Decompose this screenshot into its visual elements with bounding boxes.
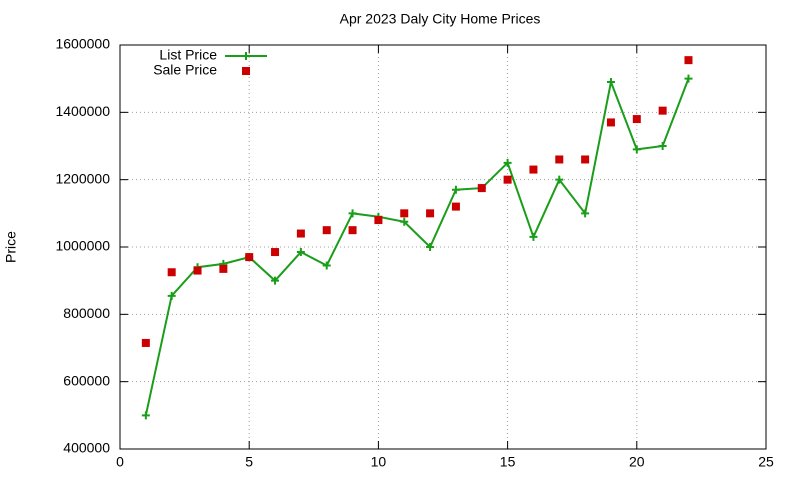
data-point: [503, 158, 512, 167]
data-point: [555, 175, 564, 184]
y-tick-label: 1200000: [55, 170, 110, 186]
legend-marker: [242, 52, 250, 60]
data-point: [296, 248, 305, 257]
legend-label: List Price: [159, 47, 217, 63]
data-point: [555, 155, 564, 164]
y-tick-label: 400000: [63, 440, 110, 456]
data-point: [348, 209, 357, 218]
x-tick-label: 5: [245, 454, 253, 470]
data-point: [529, 232, 538, 241]
data-point: [684, 74, 693, 83]
data-point: [348, 226, 357, 235]
chart-title: Apr 2023 Daly City Home Prices: [340, 11, 541, 27]
data-point: [167, 268, 176, 277]
data-point: [296, 229, 305, 238]
x-tick-label: 20: [629, 454, 645, 470]
legend-label: Sale Price: [153, 62, 217, 78]
data-point: [451, 202, 460, 211]
data-point: [581, 209, 590, 218]
data-point: [477, 184, 486, 193]
data-point: [503, 175, 512, 184]
data-point: [245, 253, 254, 262]
data-point: [400, 209, 409, 218]
data-point: [426, 209, 435, 218]
x-tick-label: 25: [758, 454, 774, 470]
data-point: [632, 115, 641, 124]
data-point: [141, 411, 150, 420]
series-line: [144, 78, 690, 416]
x-tick-label: 0: [116, 454, 124, 470]
data-point: [606, 78, 615, 87]
data-point: [374, 216, 383, 225]
data-point: [529, 165, 538, 174]
data-point: [322, 261, 331, 270]
y-tick-label: 1000000: [55, 238, 110, 254]
data-point: [167, 291, 176, 300]
data-point: [658, 106, 667, 115]
data-point: [606, 118, 615, 127]
data-point: [141, 338, 150, 347]
legend-marker: [242, 67, 250, 75]
data-point: [426, 243, 435, 251]
data-point: [581, 155, 590, 164]
data-point: [684, 56, 693, 65]
y-axis-label: Price: [3, 231, 19, 263]
y-tick-label: 1400000: [55, 103, 110, 119]
data-point: [632, 145, 641, 154]
data-point: [193, 266, 202, 275]
data-point: [400, 217, 409, 226]
y-tick-label: 600000: [63, 372, 110, 388]
x-tick-label: 10: [371, 454, 387, 470]
data-point: [271, 276, 280, 285]
data-point: [271, 248, 280, 257]
x-tick-label: 15: [500, 454, 516, 470]
data-point: [658, 142, 667, 150]
y-tick-label: 800000: [63, 305, 110, 321]
data-point: [322, 226, 331, 235]
plot-border: [119, 44, 767, 450]
data-point: [219, 264, 228, 273]
y-tick-label: 1600000: [55, 36, 110, 52]
data-point: [451, 185, 460, 194]
